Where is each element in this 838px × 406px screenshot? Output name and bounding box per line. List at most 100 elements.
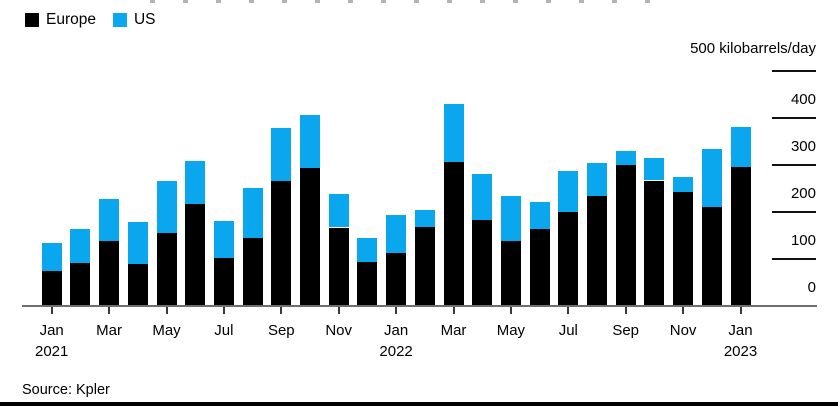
bottom-rule — [0, 402, 838, 406]
y-axis-unit-label: 500 kilobarrels/day — [690, 40, 816, 57]
bar-segment-europe — [414, 226, 435, 306]
x-tick-label-month: Mar — [96, 322, 123, 339]
bar-segment-us — [300, 114, 320, 168]
bar-segment-us — [271, 128, 292, 181]
legend-label-us: US — [133, 11, 156, 28]
europe-swatch-icon — [25, 13, 39, 27]
us-swatch-icon — [112, 13, 127, 27]
bar-segment-us — [328, 194, 349, 228]
x-axis-baseline — [22, 305, 817, 307]
y-tick-dash — [772, 258, 816, 260]
bar-segment-us — [99, 199, 120, 242]
y-tick-dash — [772, 211, 816, 213]
cropped-title-remnant — [150, 0, 655, 3]
x-tick-label-year: 2023 — [723, 343, 758, 360]
x-tick-label-month: Sep — [612, 322, 640, 339]
x-tick-label-month: May — [496, 322, 526, 339]
bar-segment-europe — [558, 211, 579, 306]
bar-segment-us — [242, 188, 263, 239]
y-tick-label: 0 — [807, 279, 816, 296]
x-tick-mark — [108, 306, 111, 314]
legend-item-europe: Europe — [25, 11, 96, 29]
x-tick-label-year: 2021 — [35, 343, 69, 360]
bar-segment-europe — [271, 180, 292, 306]
bar-segment-us — [414, 210, 435, 227]
y-tick-dash — [772, 70, 816, 72]
bar-segment-us — [386, 214, 407, 254]
bar-segment-europe — [386, 253, 407, 306]
x-tick-label-month: Nov — [325, 322, 353, 339]
legend-label-europe: Europe — [46, 11, 96, 28]
x-tick-mark — [624, 306, 627, 314]
bar-segment-us — [644, 158, 665, 181]
x-tick-mark — [567, 306, 570, 314]
x-tick-mark — [337, 306, 340, 314]
bar-segment-europe — [357, 262, 378, 306]
x-tick-label-month: Jul — [214, 322, 234, 339]
x-tick-label-month: Sep — [267, 322, 295, 339]
y-tick-dash — [772, 164, 816, 166]
bar-segment-europe — [70, 262, 91, 306]
bar-segment-europe — [529, 228, 550, 306]
x-tick-mark — [222, 306, 225, 314]
bar-segment-europe — [472, 219, 493, 306]
bar-segment-europe — [443, 162, 464, 306]
x-tick-mark — [165, 306, 168, 314]
bar-segment-us — [673, 177, 694, 192]
x-tick-label-month: Jan — [39, 322, 64, 339]
bar-segment-us — [558, 171, 579, 212]
bar-segment-europe — [730, 166, 751, 306]
bar-segment-europe — [99, 241, 120, 306]
chart-legend: Europe US — [25, 11, 156, 29]
bar-segment-europe — [701, 207, 722, 306]
x-tick-label-month: Jul — [558, 322, 578, 339]
x-tick-mark — [280, 306, 283, 314]
bar-segment-us — [472, 173, 493, 220]
y-tick-label: 400 — [790, 91, 816, 108]
x-tick-label-month: May — [152, 322, 181, 339]
bar-segment-us — [357, 237, 378, 263]
x-tick-mark — [395, 306, 398, 314]
bar-segment-europe — [242, 238, 263, 306]
x-tick-mark — [452, 306, 455, 314]
bar-segment-europe — [644, 180, 665, 306]
bar-segment-us — [529, 202, 550, 229]
bar-segment-europe — [213, 257, 234, 306]
bar-segment-europe — [41, 270, 62, 306]
y-tick-label: 200 — [790, 185, 816, 202]
bar-segment-us — [615, 150, 636, 166]
x-tick-label-year: 2022 — [379, 343, 413, 360]
bar-segment-europe — [500, 241, 521, 306]
bar-segment-europe — [615, 165, 636, 306]
bar-segment-us — [701, 149, 722, 208]
y-tick-dash — [772, 117, 816, 119]
bar-segment-europe — [300, 167, 320, 306]
bar-segment-us — [70, 228, 91, 263]
x-tick-label-month: Nov — [669, 322, 697, 339]
legend-item-us: US — [112, 11, 156, 29]
bar-segment-us — [185, 160, 206, 204]
bar-segment-us — [156, 180, 177, 234]
bar-segment-europe — [673, 191, 694, 306]
bar-segment-us — [213, 220, 234, 258]
bar-segment-europe — [328, 227, 349, 306]
x-tick-mark — [682, 306, 685, 314]
bar-segment-us — [443, 103, 464, 163]
bar-segment-europe — [127, 263, 148, 306]
bar-segment-us — [41, 243, 62, 271]
bar-segment-europe — [185, 203, 206, 306]
bar-segment-europe — [587, 196, 607, 306]
x-tick-label-month: Jan — [384, 322, 409, 339]
x-tick-mark — [509, 306, 512, 314]
bar-segment-us — [500, 196, 521, 242]
bar-segment-europe — [156, 233, 177, 306]
x-tick-label-month: Jan — [728, 322, 753, 339]
x-tick-label-month: Mar — [440, 322, 467, 339]
bar-segment-us — [730, 126, 751, 167]
x-tick-mark — [739, 306, 742, 314]
x-tick-mark — [50, 306, 53, 314]
y-tick-label: 100 — [790, 232, 816, 249]
source-note: Source: Kpler — [22, 382, 110, 398]
